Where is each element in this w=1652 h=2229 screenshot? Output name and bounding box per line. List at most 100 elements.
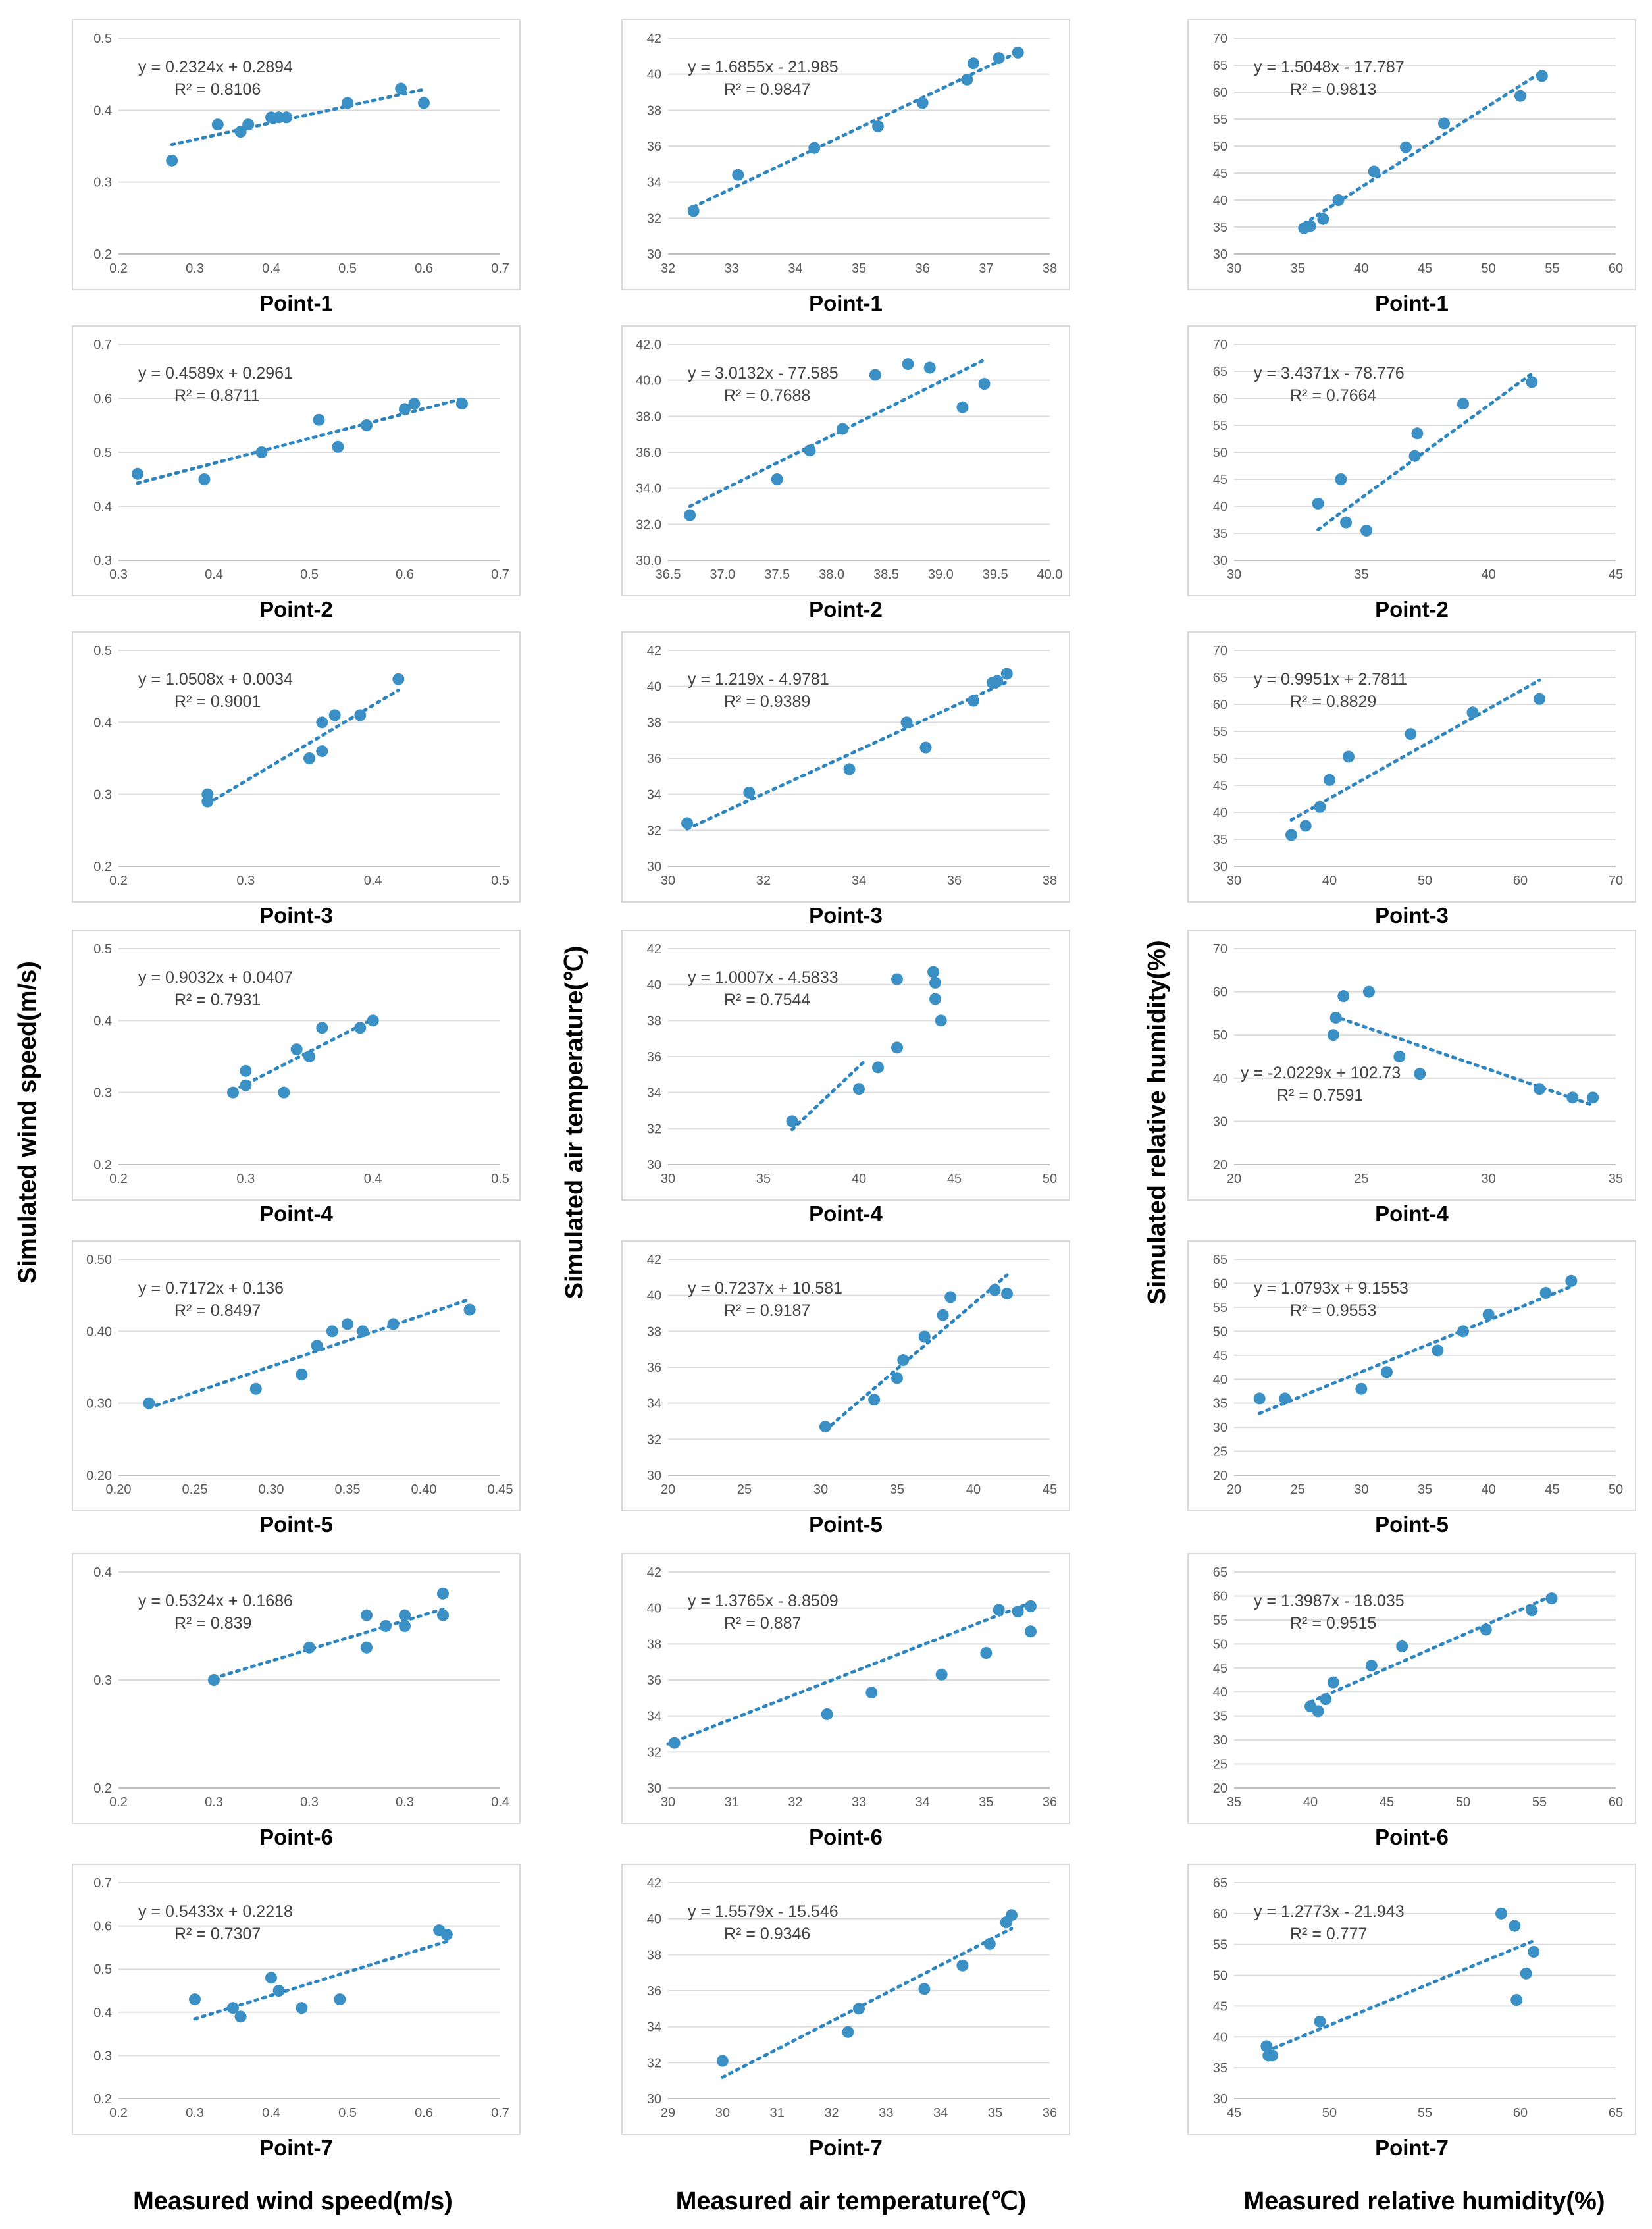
- data-point: [732, 169, 744, 181]
- x-tick-label: 0.2: [109, 2106, 128, 2120]
- y-tick-label: 60: [1213, 86, 1227, 100]
- data-point: [1393, 1051, 1406, 1062]
- y-tick-label: 0.2: [93, 1158, 112, 1172]
- data-point: [919, 741, 932, 754]
- y-tick-label: 38: [647, 1637, 661, 1652]
- y-tick-label: 45: [1213, 779, 1227, 793]
- y-tick-label: 65: [1213, 1565, 1227, 1580]
- chart-3: 30 35 40 45 50 55 60 65 70 30 35 40 45 50 55 60 y = 1.50…: [1187, 19, 1636, 315]
- x-tick-label: 30: [1227, 567, 1241, 582]
- x-axis: 30 32 34 36 38: [661, 866, 1057, 888]
- y-tick-label: 0.4: [93, 1014, 112, 1028]
- r-squared-label: R² = 0.8497: [174, 1301, 261, 1320]
- x-tick-label: 30: [1227, 874, 1241, 888]
- x-title-temperature: Measured air temperature(℃): [676, 2188, 1027, 2215]
- data-point: [1337, 990, 1350, 1003]
- data-point: [255, 446, 268, 458]
- r-squared-label: R² = 0.9187: [724, 1301, 810, 1320]
- data-point: [1360, 524, 1373, 537]
- y-tick-label: 30: [647, 1781, 661, 1796]
- x-tick-label: 55: [1532, 1795, 1547, 1810]
- x-tick-label: 30: [1482, 1172, 1496, 1186]
- y-tick-label: 30: [1213, 2092, 1227, 2107]
- x-tick-label: 37.0: [710, 567, 735, 582]
- y-tick-label: 25: [1213, 1758, 1227, 1772]
- x-axis: 30 35 40 45: [1227, 560, 1623, 582]
- chart-12: 20 30 40 50 60 70 20 25 30 35 y = -2.0229x + 102.7…: [1187, 930, 1636, 1226]
- data-point: [227, 1086, 239, 1099]
- y-tick-label: 40: [1213, 1072, 1227, 1086]
- point-label: Point-3: [1375, 903, 1449, 928]
- chart-frame: [1187, 1240, 1636, 1511]
- y-tick-label: 25: [1213, 1445, 1227, 1459]
- x-tick-label: 40: [852, 1172, 866, 1186]
- data-point: [786, 1115, 798, 1128]
- data-points: [1260, 1907, 1540, 2062]
- data-point: [1365, 1660, 1378, 1672]
- equation-label: y = -2.0229x + 102.73: [1241, 1064, 1401, 1082]
- data-point: [956, 1959, 969, 1972]
- y-tick-label: 20: [1213, 1469, 1227, 1483]
- data-point: [1514, 90, 1526, 102]
- x-tick-label: 33: [852, 1795, 866, 1810]
- x-tick-label: 35: [756, 1172, 771, 1186]
- data-point: [234, 126, 247, 138]
- trend-line: [688, 358, 987, 508]
- data-point: [935, 1668, 948, 1681]
- y-tick-label: 40: [1213, 194, 1227, 208]
- x-tick-label: 0.5: [491, 1172, 509, 1186]
- x-tick-label: 0.6: [396, 567, 414, 582]
- y-tick-label: 42.0: [636, 338, 661, 352]
- equation-label: y = 0.7172x + 0.136: [138, 1279, 284, 1298]
- x-axis: 0.2 0.3 0.4 0.5: [109, 1164, 509, 1186]
- y-tick-label: 40: [647, 1912, 661, 1927]
- x-tick-label: 36: [947, 874, 962, 888]
- data-point: [234, 2010, 247, 2023]
- data-point: [868, 1394, 881, 1406]
- point-label: Point-2: [1375, 597, 1449, 621]
- x-tick-label: 32: [824, 2106, 839, 2120]
- data-point: [265, 1972, 277, 1984]
- data-point: [961, 73, 973, 86]
- data-point: [927, 966, 940, 978]
- y-tick-label: 50: [1213, 446, 1227, 460]
- r-squared-label: R² = 0.9346: [724, 1925, 810, 1943]
- y-tick-label: 0.3: [93, 1673, 112, 1688]
- data-point: [1408, 450, 1421, 462]
- y-tick-label: 45: [1213, 1999, 1227, 2014]
- data-point: [900, 716, 913, 729]
- y-tick-label: 0.3: [93, 1086, 112, 1101]
- y-tick-label: 32: [647, 824, 661, 838]
- y-tick-label: 32: [647, 1122, 661, 1136]
- point-label: Point-7: [259, 2136, 333, 2160]
- data-point: [313, 413, 325, 426]
- x-tick-label: 0.5: [338, 2106, 357, 2120]
- data-points: [1285, 693, 1545, 841]
- x-tick-label: 30: [1354, 1482, 1368, 1497]
- y-tick-label: 0.4: [93, 1565, 112, 1580]
- point-label: Point-3: [259, 903, 333, 928]
- chart-6: 30 35 40 45 50 55 60 65 70 30 35 40 45 y = 3.4371x - …: [1187, 325, 1636, 621]
- y-tick-label: 36: [647, 1984, 661, 1999]
- data-point: [1381, 1366, 1393, 1378]
- equation-label: y = 0.5324x + 0.1686: [138, 1592, 293, 1610]
- y-tick-label: 38: [647, 1324, 661, 1339]
- point-label: Point-5: [259, 1512, 333, 1536]
- data-point: [1368, 165, 1380, 178]
- data-point: [326, 1325, 338, 1338]
- x-tick-label: 0.6: [415, 261, 433, 276]
- y-tick-label: 70: [1213, 644, 1227, 658]
- x-tick-label: 39.5: [983, 567, 1008, 582]
- y-tick-label: 30.0: [636, 554, 661, 568]
- data-point: [1279, 1392, 1291, 1405]
- data-point: [743, 786, 756, 799]
- data-point: [1526, 1604, 1538, 1617]
- trend-line: [205, 688, 400, 806]
- y-tick-label: 32.0: [636, 517, 661, 532]
- data-point: [1432, 1344, 1444, 1357]
- y-tick-label: 40: [1213, 806, 1227, 820]
- y-tick-label: 38: [647, 1014, 661, 1028]
- data-point: [935, 1014, 947, 1027]
- y-tick-label: 40: [647, 68, 661, 82]
